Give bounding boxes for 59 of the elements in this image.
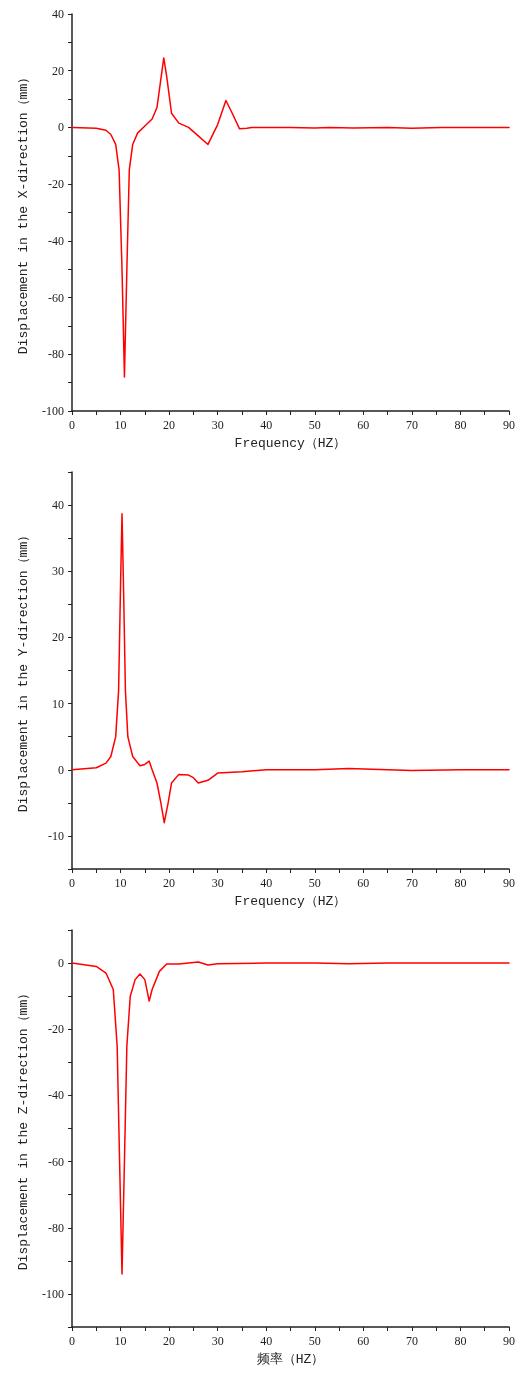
line-series bbox=[71, 961, 510, 1275]
y-tick-label: -80 bbox=[48, 1220, 64, 1235]
y-tick-label: -60 bbox=[48, 290, 64, 305]
x-tick-label: 30 bbox=[211, 418, 224, 432]
y-tick-label: -40 bbox=[48, 233, 64, 248]
x-tick-label: 50 bbox=[308, 876, 321, 890]
y-tick-label: -100 bbox=[42, 1286, 64, 1301]
x-tick-label: 90 bbox=[503, 418, 515, 432]
x-tick-label: 0 bbox=[69, 1334, 75, 1348]
x-tick-label: 90 bbox=[503, 1334, 515, 1348]
line-series bbox=[71, 57, 510, 378]
y-tick-label: -80 bbox=[48, 347, 64, 362]
x-tick-label: 20 bbox=[163, 418, 176, 432]
y-tick-label: -40 bbox=[48, 1088, 64, 1103]
x-tick-label: 80 bbox=[454, 1334, 467, 1348]
y-tick-label: -20 bbox=[48, 177, 64, 192]
x-tick-label: 10 bbox=[114, 876, 127, 890]
x-tick-label: 10 bbox=[114, 1334, 127, 1348]
y-tick-label: -100 bbox=[42, 404, 64, 418]
x-tick-label: 30 bbox=[211, 876, 224, 890]
y-axis-title: Displacement in the Z-direction（mm） bbox=[16, 986, 31, 1271]
y-tick-label: -20 bbox=[48, 1022, 64, 1037]
y-tick-label: 0 bbox=[58, 762, 64, 777]
x-axis-title: Frequency（HZ） bbox=[234, 894, 347, 909]
y-tick-label: 20 bbox=[52, 630, 64, 645]
y-tick-label: 10 bbox=[52, 696, 64, 711]
x-tick-label: 80 bbox=[454, 418, 467, 432]
line-series bbox=[71, 512, 510, 824]
x-tick-label: 40 bbox=[260, 418, 273, 432]
y-tick-label: -10 bbox=[48, 828, 64, 843]
y-tick-label: 40 bbox=[52, 498, 64, 513]
x-tick-label: 20 bbox=[163, 876, 176, 890]
x-tick-label: 70 bbox=[405, 418, 418, 432]
x-tick-label: 70 bbox=[405, 1334, 418, 1348]
x-tick-label: 40 bbox=[260, 1334, 273, 1348]
x-tick-label: 0 bbox=[69, 418, 75, 432]
x-tick-label: 60 bbox=[357, 1334, 370, 1348]
x-tick-label: 10 bbox=[114, 418, 127, 432]
y-tick-label: -60 bbox=[48, 1154, 64, 1169]
x-axis-title: 频率（HZ） bbox=[256, 1351, 325, 1367]
x-tick-label: 60 bbox=[357, 418, 370, 432]
x-tick-label: 0 bbox=[69, 876, 75, 890]
y-axis-title: Displacement in the X-direction（mm） bbox=[16, 70, 31, 355]
x-tick-label: 50 bbox=[308, 418, 321, 432]
y-tick-label: 0 bbox=[58, 120, 64, 135]
y-axis-title: Displacement in the Y-direction（mm） bbox=[16, 528, 31, 813]
x-axis-title: Frequency（HZ） bbox=[234, 436, 347, 451]
y-tick-label: 20 bbox=[52, 63, 64, 78]
x-tick-label: 20 bbox=[163, 1334, 176, 1348]
x-tick-label: 60 bbox=[357, 876, 370, 890]
x-tick-label: 80 bbox=[454, 876, 467, 890]
y-tick-label: 40 bbox=[52, 7, 64, 21]
x-tick-label: 70 bbox=[405, 876, 418, 890]
x-tick-label: 30 bbox=[211, 1334, 224, 1348]
y-tick-label: 0 bbox=[58, 956, 64, 971]
x-tick-label: 40 bbox=[260, 876, 273, 890]
y-tick-label: 30 bbox=[52, 564, 64, 579]
x-tick-label: 50 bbox=[308, 1334, 321, 1348]
x-tick-label: 90 bbox=[503, 876, 515, 890]
